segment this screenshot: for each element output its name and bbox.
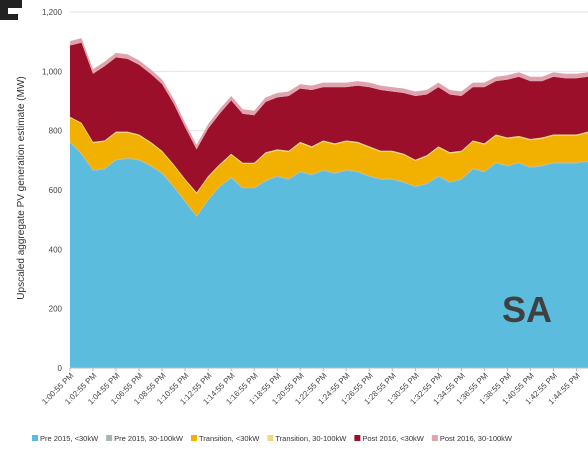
legend-swatch [190, 435, 197, 441]
area-post-2016-30kw [70, 42, 588, 193]
region-label: SA [502, 289, 552, 330]
legend-label: Pre 2015, 30-100kW [114, 434, 184, 443]
area-series-group [70, 38, 588, 368]
legend-swatch [354, 435, 361, 441]
legend-swatch [106, 435, 113, 441]
y-tick-label: 800 [49, 127, 63, 136]
y-tick-label: 400 [49, 245, 63, 254]
area-pre-2015-30kw [70, 142, 588, 368]
y-tick-label: 200 [49, 305, 63, 314]
legend-label: Post 2016, 30-100kW [440, 434, 513, 443]
legend-label: Transition, <30kW [199, 434, 260, 443]
y-tick-label: 1,000 [42, 67, 63, 76]
y-tick-label: 600 [49, 186, 63, 195]
y-tick-label: 0 [58, 364, 63, 373]
legend-swatch [32, 435, 38, 441]
cropped-glyph-icon [0, 0, 22, 20]
area-transition-30kw [70, 117, 588, 216]
legend-swatch [267, 435, 274, 441]
y-axis-label: Upscaled aggregate PV generation estimat… [16, 76, 27, 299]
y-tick-label: 1,200 [42, 8, 63, 17]
legend-label: Post 2016, <30kW [362, 434, 424, 443]
legend: Pre 2015, <30kW Pre 2015, 30-100kW Transit… [32, 434, 513, 443]
legend-swatch [431, 435, 438, 441]
legend-label: Pre 2015, <30kW [40, 434, 99, 443]
legend-label: Transition, 30-100kW [275, 434, 347, 443]
